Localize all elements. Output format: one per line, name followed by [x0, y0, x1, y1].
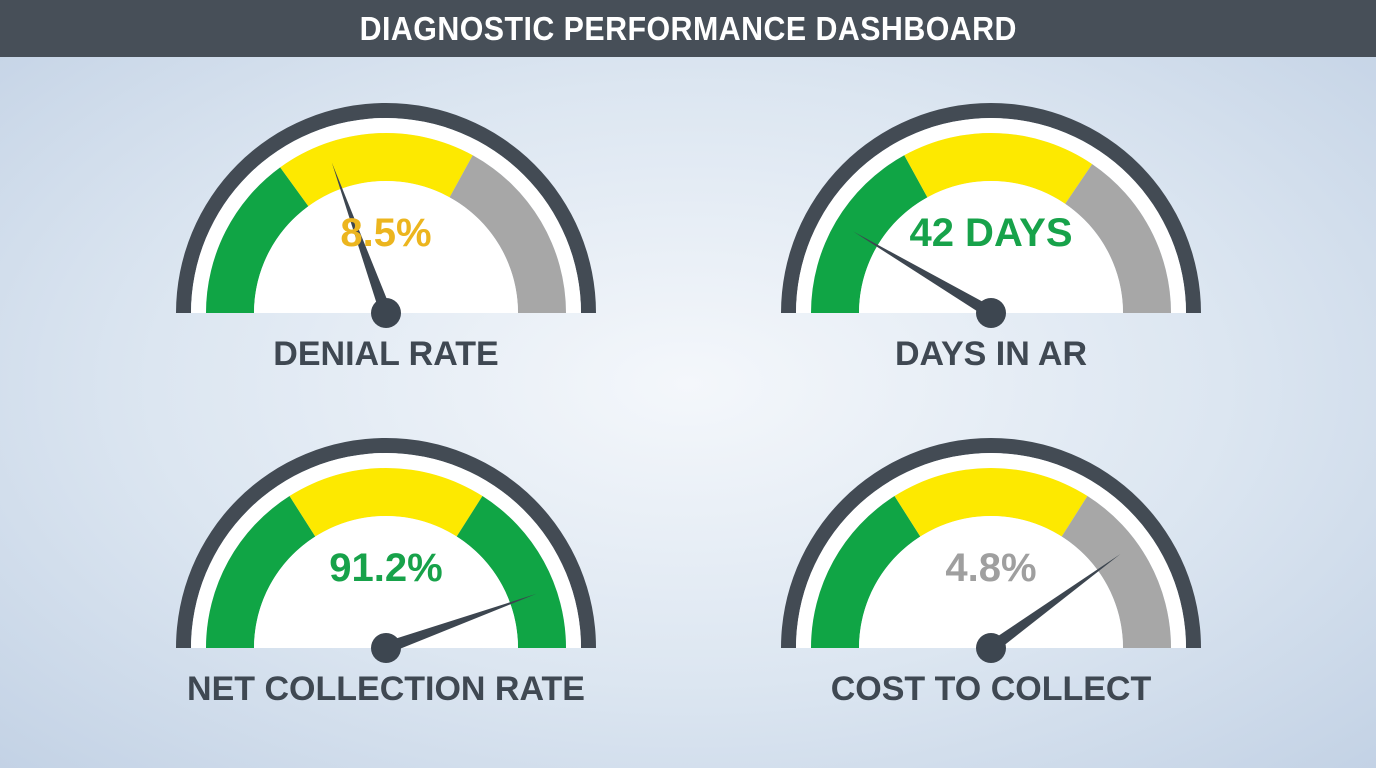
- gauge-zone-green: [456, 496, 566, 648]
- gauge-value: 42 DAYS: [909, 211, 1073, 255]
- gauge-zone-yellow: [280, 133, 473, 207]
- gauge-needle: [987, 553, 1121, 653]
- gauge-cost-to-collect: 4.8% COST TO COLLECT: [781, 430, 1201, 740]
- gauge-days-in-ar: 42 DAYS DAYS IN AR: [781, 95, 1201, 405]
- gauge-zone-green: [206, 167, 309, 313]
- gauge-face: [254, 516, 518, 648]
- gauge-zone-yellow: [894, 468, 1088, 537]
- gauge-value: 91.2%: [329, 546, 443, 590]
- gauge-face: [859, 516, 1123, 648]
- gauge-label: NET COLLECTION RATE: [187, 670, 585, 708]
- gauge-zone-gray: [1061, 496, 1171, 648]
- gauge-needle-hub: [371, 298, 401, 328]
- gauge-denial-rate: 8.5% DENIAL RATE: [176, 95, 596, 405]
- gauge-value: 4.8%: [945, 546, 1037, 590]
- gauge-zone-green: [206, 496, 316, 648]
- gauge-zone-yellow: [904, 133, 1093, 204]
- gauge-net-collection-rate: 91.2% NET COLLECTION RATE: [176, 430, 596, 740]
- gauge-needle-hub: [976, 298, 1006, 328]
- gauge-zone-green: [811, 496, 921, 648]
- gauge-dial: [781, 103, 1201, 328]
- gauge-face: [254, 181, 518, 313]
- gauge-needle-hub: [371, 633, 401, 663]
- gauge-label: DAYS IN AR: [894, 335, 1088, 373]
- gauge-value: 8.5%: [340, 211, 432, 255]
- gauge-zone-yellow: [289, 468, 483, 537]
- gauge-zone-gray: [449, 155, 566, 313]
- gauge-zone-green: [811, 155, 928, 313]
- page-title: DIAGNOSTIC PERFORMANCE DASHBOARD: [359, 9, 1017, 47]
- gauge-label: DENIAL RATE: [273, 335, 499, 373]
- gauge-dial: [176, 438, 596, 663]
- dashboard-header: DIAGNOSTIC PERFORMANCE DASHBOARD: [0, 0, 1376, 57]
- gauge-needle: [383, 593, 537, 654]
- gauge-dial: [781, 438, 1201, 663]
- gauge-dial: [176, 103, 596, 328]
- gauge-label: COST TO COLLECT: [830, 670, 1152, 708]
- gauge-needle: [853, 231, 995, 319]
- gauge-needle-hub: [976, 633, 1006, 663]
- gauge-zone-gray: [1065, 164, 1171, 313]
- gauge-needle: [331, 162, 392, 316]
- gauge-face: [859, 181, 1123, 313]
